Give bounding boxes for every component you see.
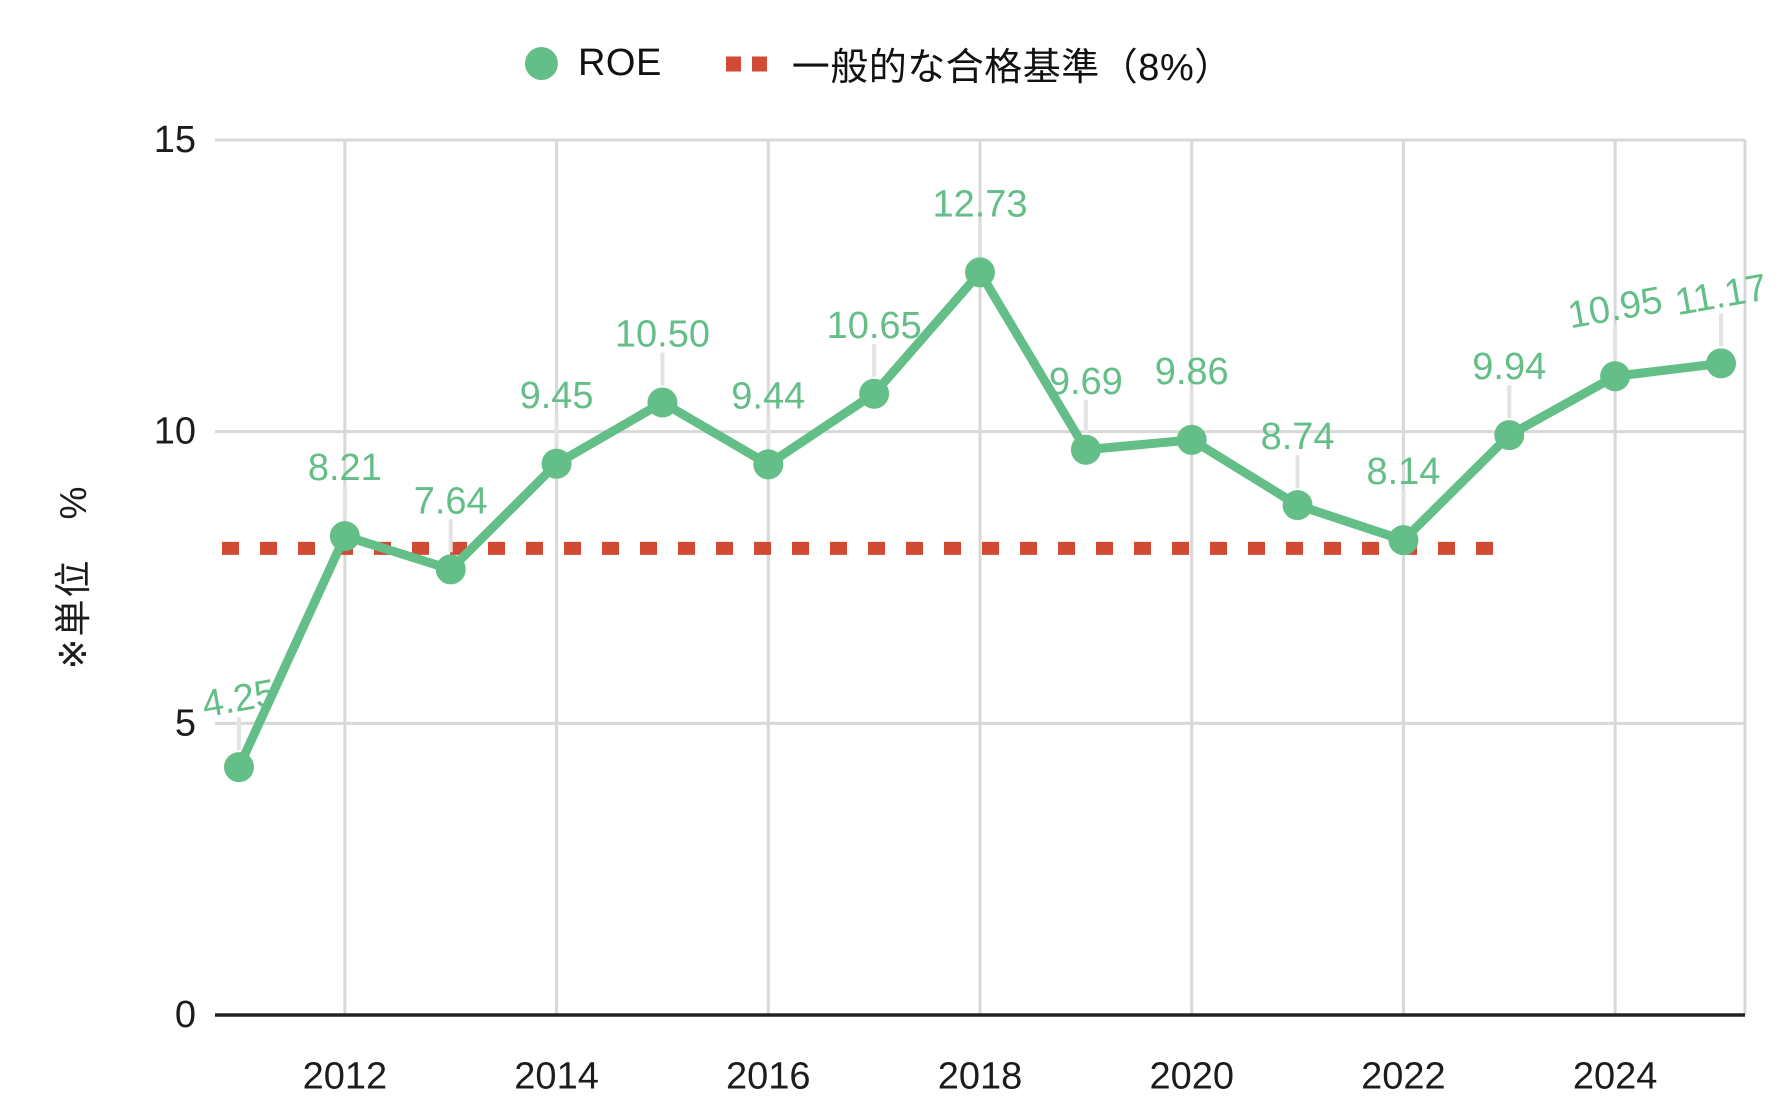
roe-point-2020[interactable] — [1176, 424, 1207, 455]
legend-item-benchmark: 一般的な合格基準（8%） — [725, 36, 1233, 91]
y-tick-0: 0 — [175, 994, 196, 1036]
x-tick-2024: 2024 — [1573, 1055, 1658, 1097]
data-label-2011: 4.25 — [199, 672, 279, 726]
roe-point-2024[interactable] — [1600, 361, 1631, 392]
y-tick-10: 10 — [154, 411, 196, 453]
legend: ROE 一般的な合格基準（8%） — [524, 36, 1233, 91]
x-tick-2018: 2018 — [938, 1055, 1023, 1097]
data-label-2024: 10.95 — [1565, 279, 1666, 337]
axis-tick-labels: 0 5 10 15 2012 2014 2016 2018 2020 2022 2024 — [154, 119, 1658, 1097]
roe-point-2013[interactable] — [435, 554, 466, 585]
roe-points — [224, 257, 1736, 783]
data-label-2023: 9.94 — [1472, 346, 1546, 388]
data-label-2018: 12.73 — [932, 183, 1027, 225]
roe-point-2015[interactable] — [647, 387, 678, 418]
data-label-2022: 8.14 — [1366, 451, 1440, 493]
x-tick-2014: 2014 — [514, 1055, 599, 1097]
data-label-connectors — [237, 222, 1723, 751]
data-label-2020: 9.86 — [1155, 351, 1229, 393]
roe-point-2019[interactable] — [1070, 434, 1101, 465]
gridlines — [215, 138, 1747, 1017]
data-label-2014: 9.45 — [520, 375, 594, 417]
roe-point-2012[interactable] — [329, 521, 360, 552]
data-label-2025: 11.17 — [1672, 267, 1770, 324]
x-tick-2020: 2020 — [1149, 1055, 1234, 1097]
roe-point-2021[interactable] — [1282, 490, 1313, 521]
roe-point-2022[interactable] — [1388, 525, 1419, 556]
roe-point-2014[interactable] — [541, 448, 572, 479]
y-tick-15: 15 — [154, 119, 196, 161]
data-label-2021: 8.74 — [1261, 416, 1335, 458]
roe-point-2017[interactable] — [859, 378, 890, 409]
data-label-2013: 7.64 — [414, 480, 488, 522]
benchmark-legend-marker-icon — [725, 56, 772, 71]
data-label-2016: 9.44 — [731, 375, 805, 417]
roe-point-2018[interactable] — [965, 257, 995, 288]
y-axis-title: ※単位 % — [53, 484, 94, 670]
data-label-2019: 9.69 — [1049, 361, 1123, 403]
roe-legend-label: ROE — [577, 42, 662, 84]
data-label-2015: 10.50 — [615, 314, 710, 356]
x-tick-2012: 2012 — [303, 1055, 388, 1097]
roe-point-2025[interactable] — [1706, 348, 1736, 379]
roe-point-2023[interactable] — [1494, 420, 1525, 451]
legend-item-roe: ROE — [524, 42, 662, 85]
data-label-2012: 8.21 — [308, 447, 382, 489]
roe-point-2016[interactable] — [753, 449, 784, 480]
x-tick-2022: 2022 — [1361, 1055, 1446, 1097]
roe-point-2011[interactable] — [224, 752, 254, 783]
data-label-2017: 10.65 — [827, 305, 922, 347]
x-tick-2016: 2016 — [726, 1055, 811, 1097]
benchmark-legend-label: 一般的な合格基準（8%） — [791, 47, 1233, 89]
y-tick-5: 5 — [175, 702, 196, 744]
roe-legend-marker-icon — [524, 47, 558, 80]
